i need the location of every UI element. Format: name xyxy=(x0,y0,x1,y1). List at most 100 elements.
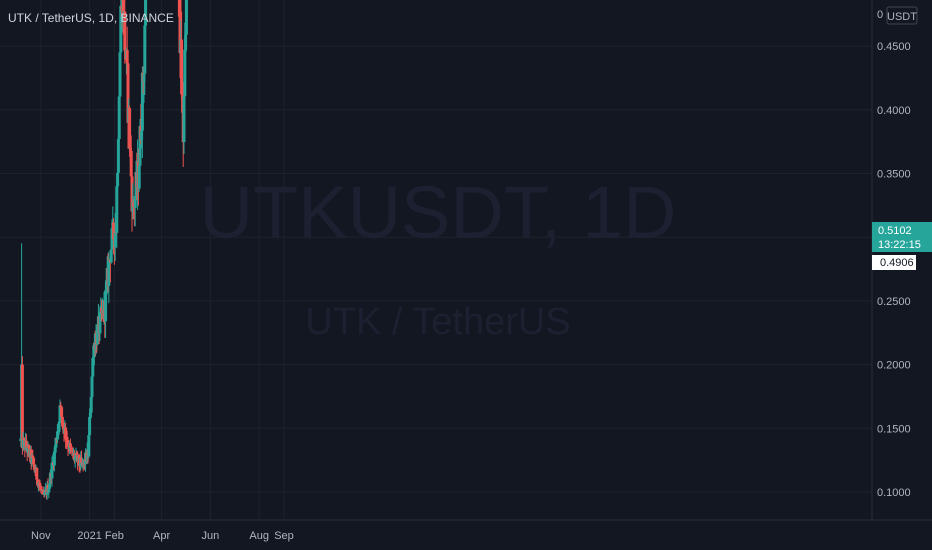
candle-body xyxy=(64,439,68,441)
current-price-value: 0.5102 xyxy=(878,225,912,237)
candle-body xyxy=(37,483,41,485)
candle-body xyxy=(21,438,25,449)
candle-body xyxy=(89,397,93,413)
candle-body xyxy=(128,147,132,151)
candle-body xyxy=(144,0,148,26)
candle-body xyxy=(182,96,186,143)
grid-lines xyxy=(0,0,872,520)
candle-body xyxy=(123,11,127,51)
candle-body xyxy=(38,484,42,487)
price-tick-label: 0.4500 xyxy=(877,41,911,53)
candle-body xyxy=(130,176,134,212)
time-tick-label: Feb xyxy=(105,530,124,542)
candle-body xyxy=(180,39,184,95)
candle-body xyxy=(60,407,64,417)
candle-body xyxy=(65,440,69,443)
candle-body xyxy=(58,405,62,423)
time-axis-ticks: Nov 2021 Feb Apr Jun Aug Sep xyxy=(31,530,294,542)
candle-body xyxy=(46,485,50,493)
time-tick-label: Apr xyxy=(153,530,170,542)
candle-body xyxy=(128,108,132,148)
candle-body xyxy=(107,261,111,286)
time-tick-label: Aug xyxy=(249,530,269,542)
price-axis-top-label: 0 xyxy=(877,9,883,21)
candle-body xyxy=(88,417,92,436)
candle-body xyxy=(183,49,187,97)
currency-badge[interactable] xyxy=(886,6,918,25)
candle-body xyxy=(92,356,96,359)
candle-body xyxy=(132,202,136,208)
candle-body xyxy=(180,94,184,101)
candle-body xyxy=(31,455,35,458)
candle-body xyxy=(26,445,30,453)
candle-body xyxy=(184,34,188,50)
candle-body xyxy=(39,486,43,490)
candle-body xyxy=(143,25,147,74)
candle-body xyxy=(68,443,72,448)
candle-body xyxy=(56,424,60,432)
candle-body xyxy=(104,282,108,291)
price-tick-label: 0.1500 xyxy=(877,423,911,435)
time-tick-label: Nov xyxy=(31,530,51,542)
candle-body xyxy=(125,49,129,64)
candle-body xyxy=(24,440,28,448)
candle-body xyxy=(98,312,102,334)
candle-body xyxy=(50,462,54,479)
candle-body xyxy=(61,422,65,426)
candle-body xyxy=(73,457,77,460)
watermark-name: UTK / TetherUS xyxy=(305,301,570,343)
watermark-symbol: UTKUSDT, 1D xyxy=(200,171,677,254)
candle-body xyxy=(47,488,51,493)
price-axis-ticks: 0.80000.75000.70000.65000.60000.55000.50… xyxy=(877,41,911,499)
candle-body xyxy=(32,464,36,470)
candle-body xyxy=(113,231,117,248)
candle-body xyxy=(112,222,116,240)
candle-body xyxy=(104,290,108,322)
candle-body xyxy=(54,438,58,448)
candle-body xyxy=(35,467,39,480)
candle-body xyxy=(19,438,23,442)
candle-body xyxy=(140,130,144,141)
candle-body xyxy=(140,72,144,131)
candle-body xyxy=(59,405,63,408)
price-tick-label: 0.4000 xyxy=(877,105,911,117)
candle-body xyxy=(142,73,146,82)
price-tick-label: 0.1000 xyxy=(877,487,911,499)
candle-body xyxy=(96,324,100,345)
candle-body xyxy=(48,483,52,489)
candle-body xyxy=(88,412,92,418)
candle-body xyxy=(53,447,57,452)
candle-body xyxy=(60,416,64,423)
candle-body xyxy=(77,455,81,465)
candle-body xyxy=(74,453,78,458)
candle-body xyxy=(184,0,188,35)
candle-body xyxy=(87,435,91,457)
candle-body xyxy=(43,491,47,496)
currency-label: USDT xyxy=(887,11,917,23)
candle-body xyxy=(129,150,133,177)
candle-body xyxy=(40,489,44,492)
candle-body xyxy=(20,364,24,449)
candles xyxy=(19,0,188,500)
candle-body xyxy=(32,457,36,465)
price-tick-label: 0.2000 xyxy=(877,360,911,372)
candle-body xyxy=(41,490,45,494)
candle-body xyxy=(56,431,60,440)
candle-body xyxy=(75,453,79,455)
time-tick-label: Jun xyxy=(202,530,220,542)
support-price-badge xyxy=(872,255,916,270)
candle-body xyxy=(118,52,122,97)
price-tick-label: 0.3500 xyxy=(877,169,911,181)
candle-body xyxy=(90,376,94,398)
candle-body xyxy=(36,479,40,486)
price-tick-label: 0.2500 xyxy=(877,296,911,308)
candle-body xyxy=(117,96,121,140)
candle-body xyxy=(22,438,26,441)
candle-body xyxy=(116,139,120,173)
candle-body xyxy=(80,457,84,464)
candle-body xyxy=(126,63,130,123)
candle-body xyxy=(133,195,137,208)
candle-body xyxy=(92,342,96,357)
